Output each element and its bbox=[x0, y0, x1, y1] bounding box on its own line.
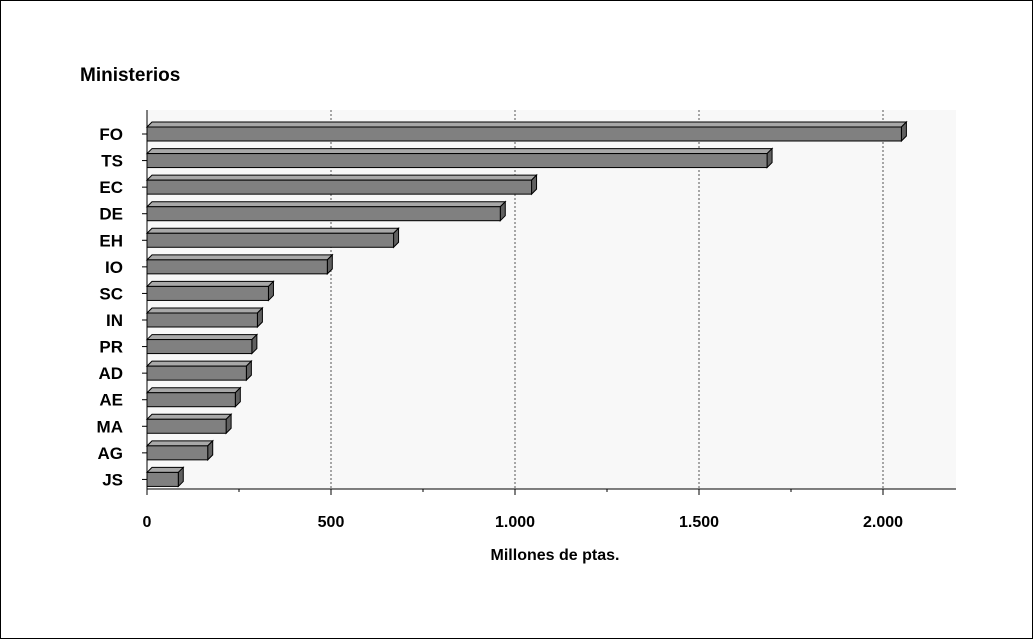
bar-top-face bbox=[145, 413, 233, 420]
bar-ma bbox=[145, 413, 233, 435]
plot-area bbox=[147, 110, 956, 489]
bar-front-face bbox=[146, 365, 247, 381]
bar-front-face bbox=[146, 445, 209, 461]
y-tick-label: AG bbox=[98, 444, 124, 463]
y-tick-label: FO bbox=[99, 125, 123, 144]
bar-top-face bbox=[145, 307, 264, 314]
y-tick-label: IO bbox=[105, 258, 123, 277]
bar-pr bbox=[145, 333, 259, 355]
y-tick-label: IN bbox=[106, 311, 123, 330]
bar-ae bbox=[145, 386, 242, 408]
y-tick-label: JS bbox=[102, 470, 123, 489]
bar-front-face bbox=[146, 206, 501, 222]
bar-js bbox=[145, 466, 185, 488]
bar-ts bbox=[145, 147, 774, 169]
bar-top-face bbox=[145, 227, 400, 234]
x-tick-label: 2.000 bbox=[863, 514, 903, 531]
x-axis-label: Millones de ptas. bbox=[491, 547, 620, 564]
bar-front-face bbox=[146, 339, 253, 355]
bar-sc bbox=[145, 280, 275, 302]
y-tick-label: AE bbox=[99, 391, 123, 410]
y-tick-label: SC bbox=[99, 284, 123, 303]
y-tick-label: EH bbox=[99, 231, 123, 250]
bars bbox=[145, 120, 908, 488]
x-tick-label: 0 bbox=[143, 514, 152, 531]
x-ticks: 0 500 1.000 1.500 2.000 bbox=[143, 489, 903, 531]
bar-top-face bbox=[145, 201, 507, 208]
bar-ec bbox=[145, 173, 538, 196]
bar-front-face bbox=[146, 392, 236, 408]
bar-fo bbox=[145, 120, 908, 143]
bar-front-face bbox=[146, 259, 328, 275]
bar-top-face bbox=[145, 334, 259, 341]
bar-front-face bbox=[146, 179, 533, 195]
chart-title: Ministerios bbox=[80, 65, 180, 86]
y-tick-labels: FO TS EC DE EH IO SC IN PR AD AE MA AG JS bbox=[97, 125, 147, 489]
bar-front-face bbox=[146, 418, 227, 434]
bar-io bbox=[145, 253, 334, 276]
bar-top-face bbox=[145, 148, 774, 155]
bar-top-face bbox=[145, 174, 538, 181]
bar-top-face bbox=[145, 280, 275, 287]
bar-ad bbox=[145, 359, 253, 382]
y-tick-label: AD bbox=[98, 364, 123, 383]
bar-ag bbox=[145, 439, 214, 462]
bar-top-face bbox=[145, 387, 242, 394]
x-tick-label: 1.500 bbox=[679, 514, 719, 531]
x-tick-label: 1.000 bbox=[495, 514, 535, 531]
bar-eh bbox=[145, 227, 400, 249]
bar-top-face bbox=[145, 360, 253, 367]
bar-front-face bbox=[146, 153, 768, 169]
bar-front-face bbox=[146, 471, 179, 487]
bar-front-face bbox=[146, 126, 902, 142]
gridlines bbox=[330, 110, 884, 489]
bar-top-face bbox=[145, 466, 185, 473]
y-tick-label: TS bbox=[101, 152, 123, 171]
bar-top-face bbox=[145, 254, 334, 261]
bar-top-face bbox=[145, 440, 214, 447]
bar-front-face bbox=[146, 312, 258, 328]
y-tick-label: EC bbox=[99, 178, 123, 197]
bar-in bbox=[145, 306, 264, 329]
y-tick-label: MA bbox=[97, 417, 123, 436]
y-tick-label: DE bbox=[99, 205, 123, 224]
bar-front-face bbox=[146, 232, 395, 248]
bar-front-face bbox=[146, 285, 269, 301]
x-tick-label: 500 bbox=[318, 514, 345, 531]
y-tick-label: PR bbox=[99, 338, 123, 357]
bar-de bbox=[145, 200, 507, 222]
bar-top-face bbox=[145, 121, 908, 128]
